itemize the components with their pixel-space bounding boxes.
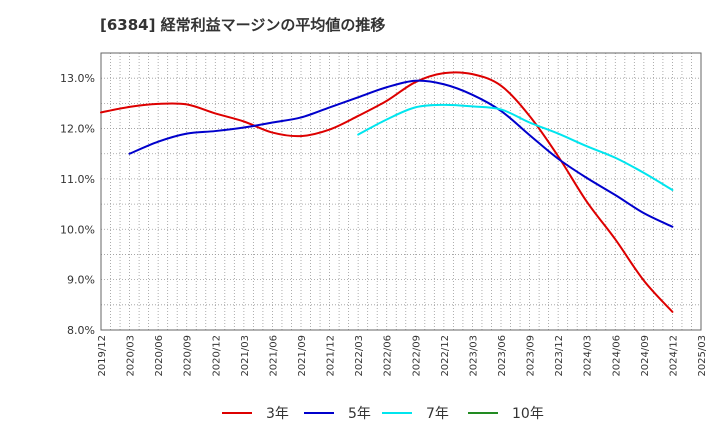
- legend-label-1: 5年: [348, 406, 371, 422]
- x-tick-label: 2024/09: [640, 335, 651, 377]
- plot-area: [101, 53, 701, 330]
- x-tick-label: 2019/12: [97, 335, 108, 377]
- x-tick-label: 2023/09: [526, 335, 537, 377]
- x-tick-label: 2020/12: [211, 335, 222, 377]
- series-line-2: [357, 103, 674, 191]
- x-tick-label: 2022/03: [354, 335, 365, 377]
- chart-title: [6384] 経常利益マージンの平均値の推移: [100, 16, 386, 34]
- x-tick-label: 2023/12: [554, 335, 565, 377]
- y-tick-label: 11.0%: [60, 173, 95, 186]
- y-tick-label: 9.0%: [67, 274, 95, 287]
- plot-border: [100, 52, 702, 331]
- x-tick-label: 2021/09: [297, 335, 308, 377]
- x-tick-label: 2022/06: [383, 335, 394, 377]
- x-tick-label: 2022/12: [440, 335, 451, 377]
- series-line-1: [128, 79, 674, 228]
- series-line-0: [100, 71, 674, 313]
- x-tick-label: 2021/12: [326, 335, 337, 377]
- legend-label-3: 10年: [512, 406, 544, 422]
- x-tick-label: 2024/03: [583, 335, 594, 377]
- y-tick-label: 12.0%: [60, 123, 95, 136]
- x-tick-label: 2023/03: [468, 335, 479, 377]
- y-tick-label: 10.0%: [60, 223, 95, 236]
- x-tick-label: 2020/06: [154, 335, 165, 377]
- x-tick-label: 2020/03: [126, 335, 137, 377]
- y-tick-label: 13.0%: [60, 72, 95, 85]
- x-tick-label: 2024/06: [611, 335, 622, 377]
- x-tick-label: 2025/03: [697, 335, 708, 377]
- x-tick-label: 2022/09: [411, 335, 422, 377]
- y-tick-label: 8.0%: [67, 324, 95, 337]
- legend-label-2: 7年: [426, 406, 449, 422]
- x-tick-label: 2020/09: [183, 335, 194, 377]
- legend-label-0: 3年: [266, 406, 289, 422]
- x-tick-label: 2021/03: [240, 335, 251, 377]
- x-tick-label: 2023/06: [497, 335, 508, 377]
- x-tick-label: 2021/06: [268, 335, 279, 377]
- x-tick-label: 2024/12: [668, 335, 679, 377]
